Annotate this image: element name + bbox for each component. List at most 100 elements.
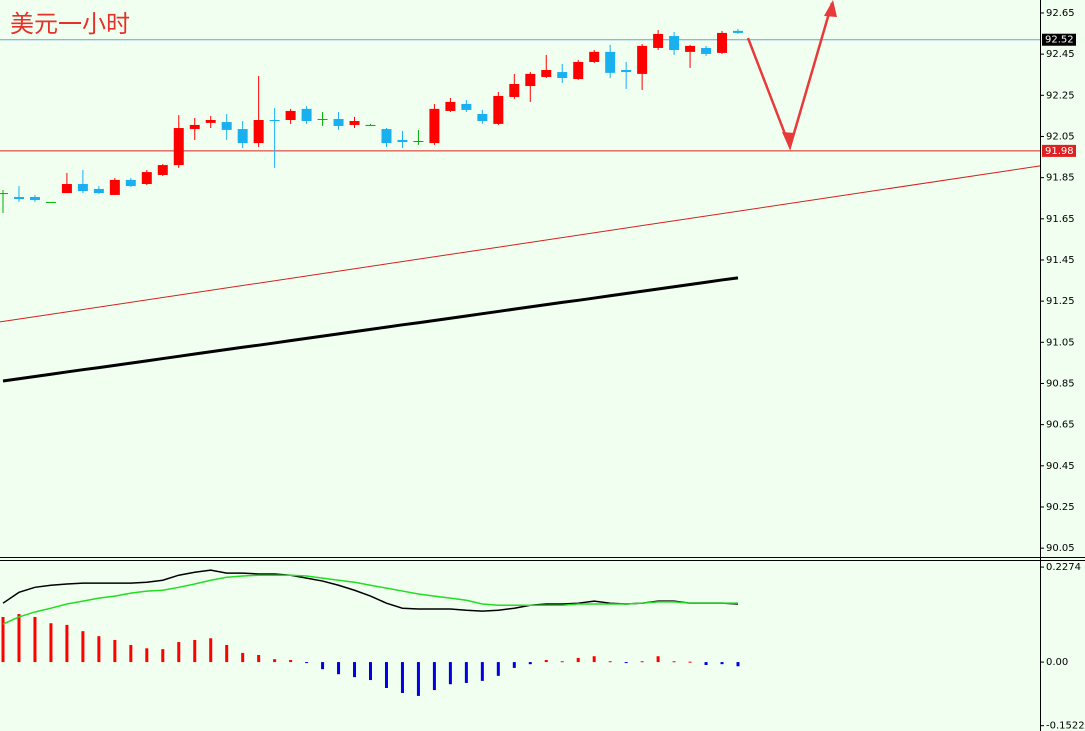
price-label-box [1042,33,1076,46]
histogram-bar [33,616,37,663]
moving-average-line [2,276,739,383]
histogram-bar [592,656,596,663]
histogram-bar [273,659,277,663]
price-label: 91.98 [1045,146,1074,157]
candle-body [317,118,328,120]
price-label-box [1042,144,1076,157]
histogram-bar [81,631,85,663]
histogram-bar [528,662,532,665]
candle-body [93,188,104,194]
candle-body [429,108,440,144]
candle-body [397,139,408,143]
candle-body [541,69,552,77]
histogram-bar [113,639,117,663]
histogram-bar [241,652,245,663]
candle-body [205,120,216,123]
histogram-bar [624,662,628,664]
histogram-bar [432,662,436,691]
histogram-bar [209,638,213,663]
candle-body [349,121,360,125]
candle-body [413,140,424,142]
chart-title: 美元一小时 [10,10,130,38]
histogram-bar [49,623,53,663]
candle-body [525,73,536,87]
y-tick-label: 90.25 [1046,502,1075,513]
candle-body [269,120,280,122]
histogram-bar [1,616,5,663]
candle-body [253,120,264,144]
candle-body [445,101,456,111]
y-tick-label: 92.45 [1046,49,1075,60]
candle-body [589,51,600,62]
histogram-bar [257,654,261,663]
y-tick-label: -0.1522 [1046,721,1085,731]
y-tick-label: 0.00 [1046,657,1068,668]
histogram-bar [496,662,500,676]
histogram-bar [688,661,692,663]
candle-body [13,196,24,200]
candle-body [605,51,616,73]
y-tick-label: 92.65 [1046,8,1075,19]
candle-body [109,179,120,195]
candle-body [157,165,168,175]
histogram-bar [193,639,197,663]
histogram-bar [321,662,325,670]
trend-line [0,165,1041,323]
y-tick-label: 90.65 [1046,420,1075,431]
candle-body [61,184,72,194]
candle-body [285,110,296,121]
histogram-bar [544,659,548,663]
histogram-bar [576,657,580,663]
candle-body [717,32,728,53]
candle-body [669,36,680,51]
candle-body [573,61,584,80]
arrow-head [824,0,837,17]
y-tick-label: 91.45 [1046,255,1075,266]
histogram-bar [656,656,660,663]
histogram-bar [448,662,452,685]
y-tick-label: 91.05 [1046,337,1075,348]
histogram-bar [129,644,133,663]
y-tick-label: 91.65 [1046,214,1075,225]
histogram-bar [65,624,69,663]
histogram-bar [608,661,612,663]
histogram-bar [225,644,229,663]
candle-body [0,193,8,195]
histogram-bar [640,661,644,663]
histogram-bar [161,649,165,663]
y-tick-label: 92.05 [1046,131,1075,142]
histogram-bar [17,614,21,663]
histogram-bar [305,662,309,664]
candle-body [477,114,488,122]
histogram-bar [480,662,484,681]
histogram-bar [145,648,149,663]
histogram-bar [512,662,516,668]
y-tick-label: 92.25 [1046,90,1075,101]
histogram-bar [369,662,372,681]
histogram-bar [384,662,388,688]
candle-body [701,47,712,54]
y-tick-label: 91.25 [1046,296,1075,307]
histogram-bar [464,662,468,683]
candle-body [621,69,632,73]
histogram-bar [177,642,181,663]
candle-body [685,45,696,52]
histogram-bar [672,661,676,663]
candle-body [173,128,184,166]
candle-body [381,129,392,144]
candle-body [29,196,40,201]
candle-body [365,124,376,126]
histogram-bar [416,662,420,696]
candle-body [189,124,200,130]
candle-body [45,201,56,203]
candle-body [461,103,472,110]
y-tick-label: 91.85 [1046,173,1075,184]
candle-body [557,72,568,79]
histogram-bar [400,662,404,693]
histogram-bar [289,659,293,663]
histogram-bar [97,636,101,663]
histogram-bar [353,662,357,678]
candle-body [493,95,504,124]
candle-body [733,30,743,33]
